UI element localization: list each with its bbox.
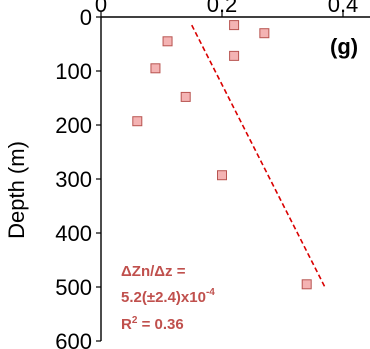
x-tick-label: 0.2 xyxy=(207,0,238,17)
panel-label: (g) xyxy=(330,34,358,59)
y-tick-label: 600 xyxy=(55,329,92,349)
y-tick-label: 400 xyxy=(55,221,92,246)
data-point xyxy=(150,63,161,74)
annotation-line-3: R2 = 0.36 xyxy=(121,315,184,333)
x-tick-label: 0 xyxy=(95,0,107,17)
data-point xyxy=(301,279,312,290)
annotation-line-2: 5.2(±2.4)x10-4 xyxy=(121,287,215,306)
annotation-r-base: R xyxy=(121,316,132,333)
y-axis-title: Depth (m) xyxy=(4,141,29,239)
annotation-r-value: = 0.36 xyxy=(137,316,183,333)
annotation-line-1-text: ΔZn/Δz = xyxy=(121,263,186,280)
data-point xyxy=(259,28,270,39)
x-tick-labels: 00.20.40.6 xyxy=(95,0,359,17)
x-axis-ticks xyxy=(100,12,344,17)
data-point xyxy=(229,20,240,31)
x-tick-label: 0.4 xyxy=(328,0,359,17)
annotation-r-exponent: 2 xyxy=(132,315,138,326)
annotation-line-1: ΔZn/Δz = xyxy=(121,263,186,280)
y-tick-label: 0 xyxy=(80,5,92,30)
data-point xyxy=(229,50,240,61)
data-point xyxy=(162,36,173,47)
y-axis-ticks xyxy=(96,16,101,342)
annotation-slope-exponent: -4 xyxy=(206,287,215,298)
annotation-slope-base: 5.2(±2.4)x10 xyxy=(121,289,206,306)
data-point xyxy=(180,91,191,102)
data-point xyxy=(217,170,227,181)
data-points xyxy=(132,20,312,290)
regression-annotation: ΔZn/Δz = 5.2(±2.4)x10-4 R2 = 0.36 xyxy=(121,263,215,333)
y-tick-label: 300 xyxy=(55,167,92,192)
y-tick-label: 500 xyxy=(55,275,92,300)
y-tick-label: 100 xyxy=(55,59,92,84)
y-tick-labels: 0 100 200 300 400 500 600 xyxy=(55,5,92,349)
trend-line xyxy=(191,24,326,288)
y-tick-label: 200 xyxy=(55,113,92,138)
data-point xyxy=(132,116,143,127)
